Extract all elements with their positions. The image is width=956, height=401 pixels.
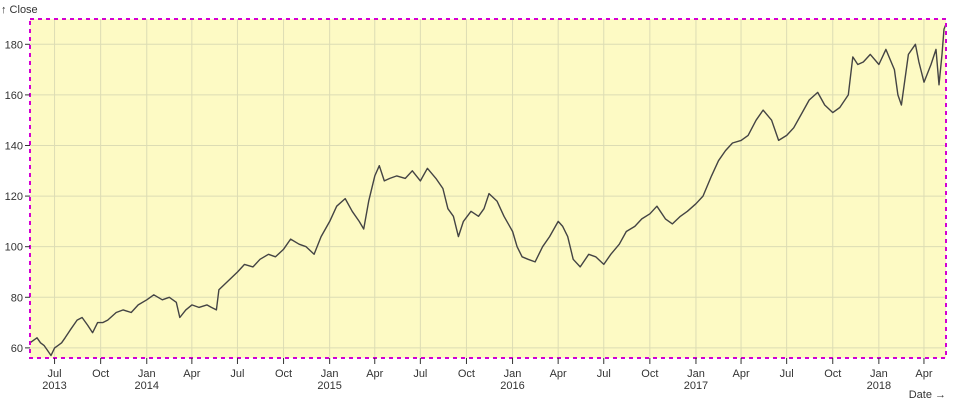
x-tick-label: Apr	[183, 368, 200, 380]
x-tick-year-label: 2015	[317, 380, 341, 392]
x-tick-label: Oct	[275, 368, 292, 380]
x-tick-label: Oct	[641, 368, 658, 380]
x-tick-label: Jul	[48, 368, 62, 380]
x-tick-label: Apr	[915, 368, 932, 380]
x-tick-label: Jan	[870, 368, 888, 380]
x-axis-label: Date →	[909, 389, 946, 401]
x-tick-year-label: 2017	[684, 380, 708, 392]
y-gridlines	[30, 43, 946, 349]
x-tick-label: Jan	[138, 368, 156, 380]
x-tick-label: Apr	[550, 368, 567, 380]
y-axis-label: ↑ Close	[1, 4, 38, 16]
x-tick-label: Apr	[366, 368, 383, 380]
x-tick-year-label: 2013	[42, 380, 66, 392]
x-tick-label: Jan	[504, 368, 522, 380]
x-tick-year-label: 2018	[867, 380, 891, 392]
x-tick-year-label: 2014	[135, 380, 159, 392]
y-axis-ticks: 60 80 100 120 140 160 180	[5, 39, 30, 355]
x-tick-label: Jan	[687, 368, 705, 380]
y-tick-label: 140	[5, 140, 23, 152]
plot-background	[30, 19, 946, 358]
x-tick-label: Jan	[321, 368, 339, 380]
x-tick-label: Jul	[413, 368, 427, 380]
y-tick-label: 60	[11, 343, 23, 355]
y-tick-label: 160	[5, 90, 23, 102]
x-tick-label: Jul	[597, 368, 611, 380]
x-tick-label: Oct	[92, 368, 109, 380]
y-tick-label: 100	[5, 242, 23, 254]
x-tick-year-label: 2016	[500, 380, 524, 392]
x-tick-label: Apr	[732, 368, 749, 380]
x-tick-label: Jul	[230, 368, 244, 380]
series-line-close	[29, 23, 947, 357]
x-gridlines	[54, 19, 925, 358]
x-tick-label: Jul	[780, 368, 794, 380]
x-tick-label: Oct	[458, 368, 475, 380]
x-tick-label: Oct	[824, 368, 841, 380]
plot-frame	[29, 18, 947, 359]
y-tick-label: 180	[5, 39, 23, 51]
y-tick-label: 120	[5, 191, 23, 203]
y-tick-label: 80	[11, 292, 23, 304]
